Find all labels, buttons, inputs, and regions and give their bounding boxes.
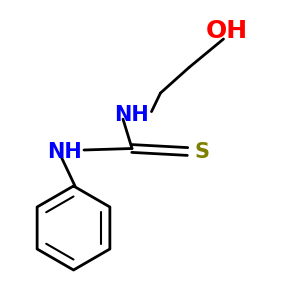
- Text: S: S: [195, 142, 210, 161]
- Text: NH: NH: [115, 105, 149, 124]
- Text: OH: OH: [206, 20, 248, 44]
- Text: NH: NH: [47, 142, 82, 161]
